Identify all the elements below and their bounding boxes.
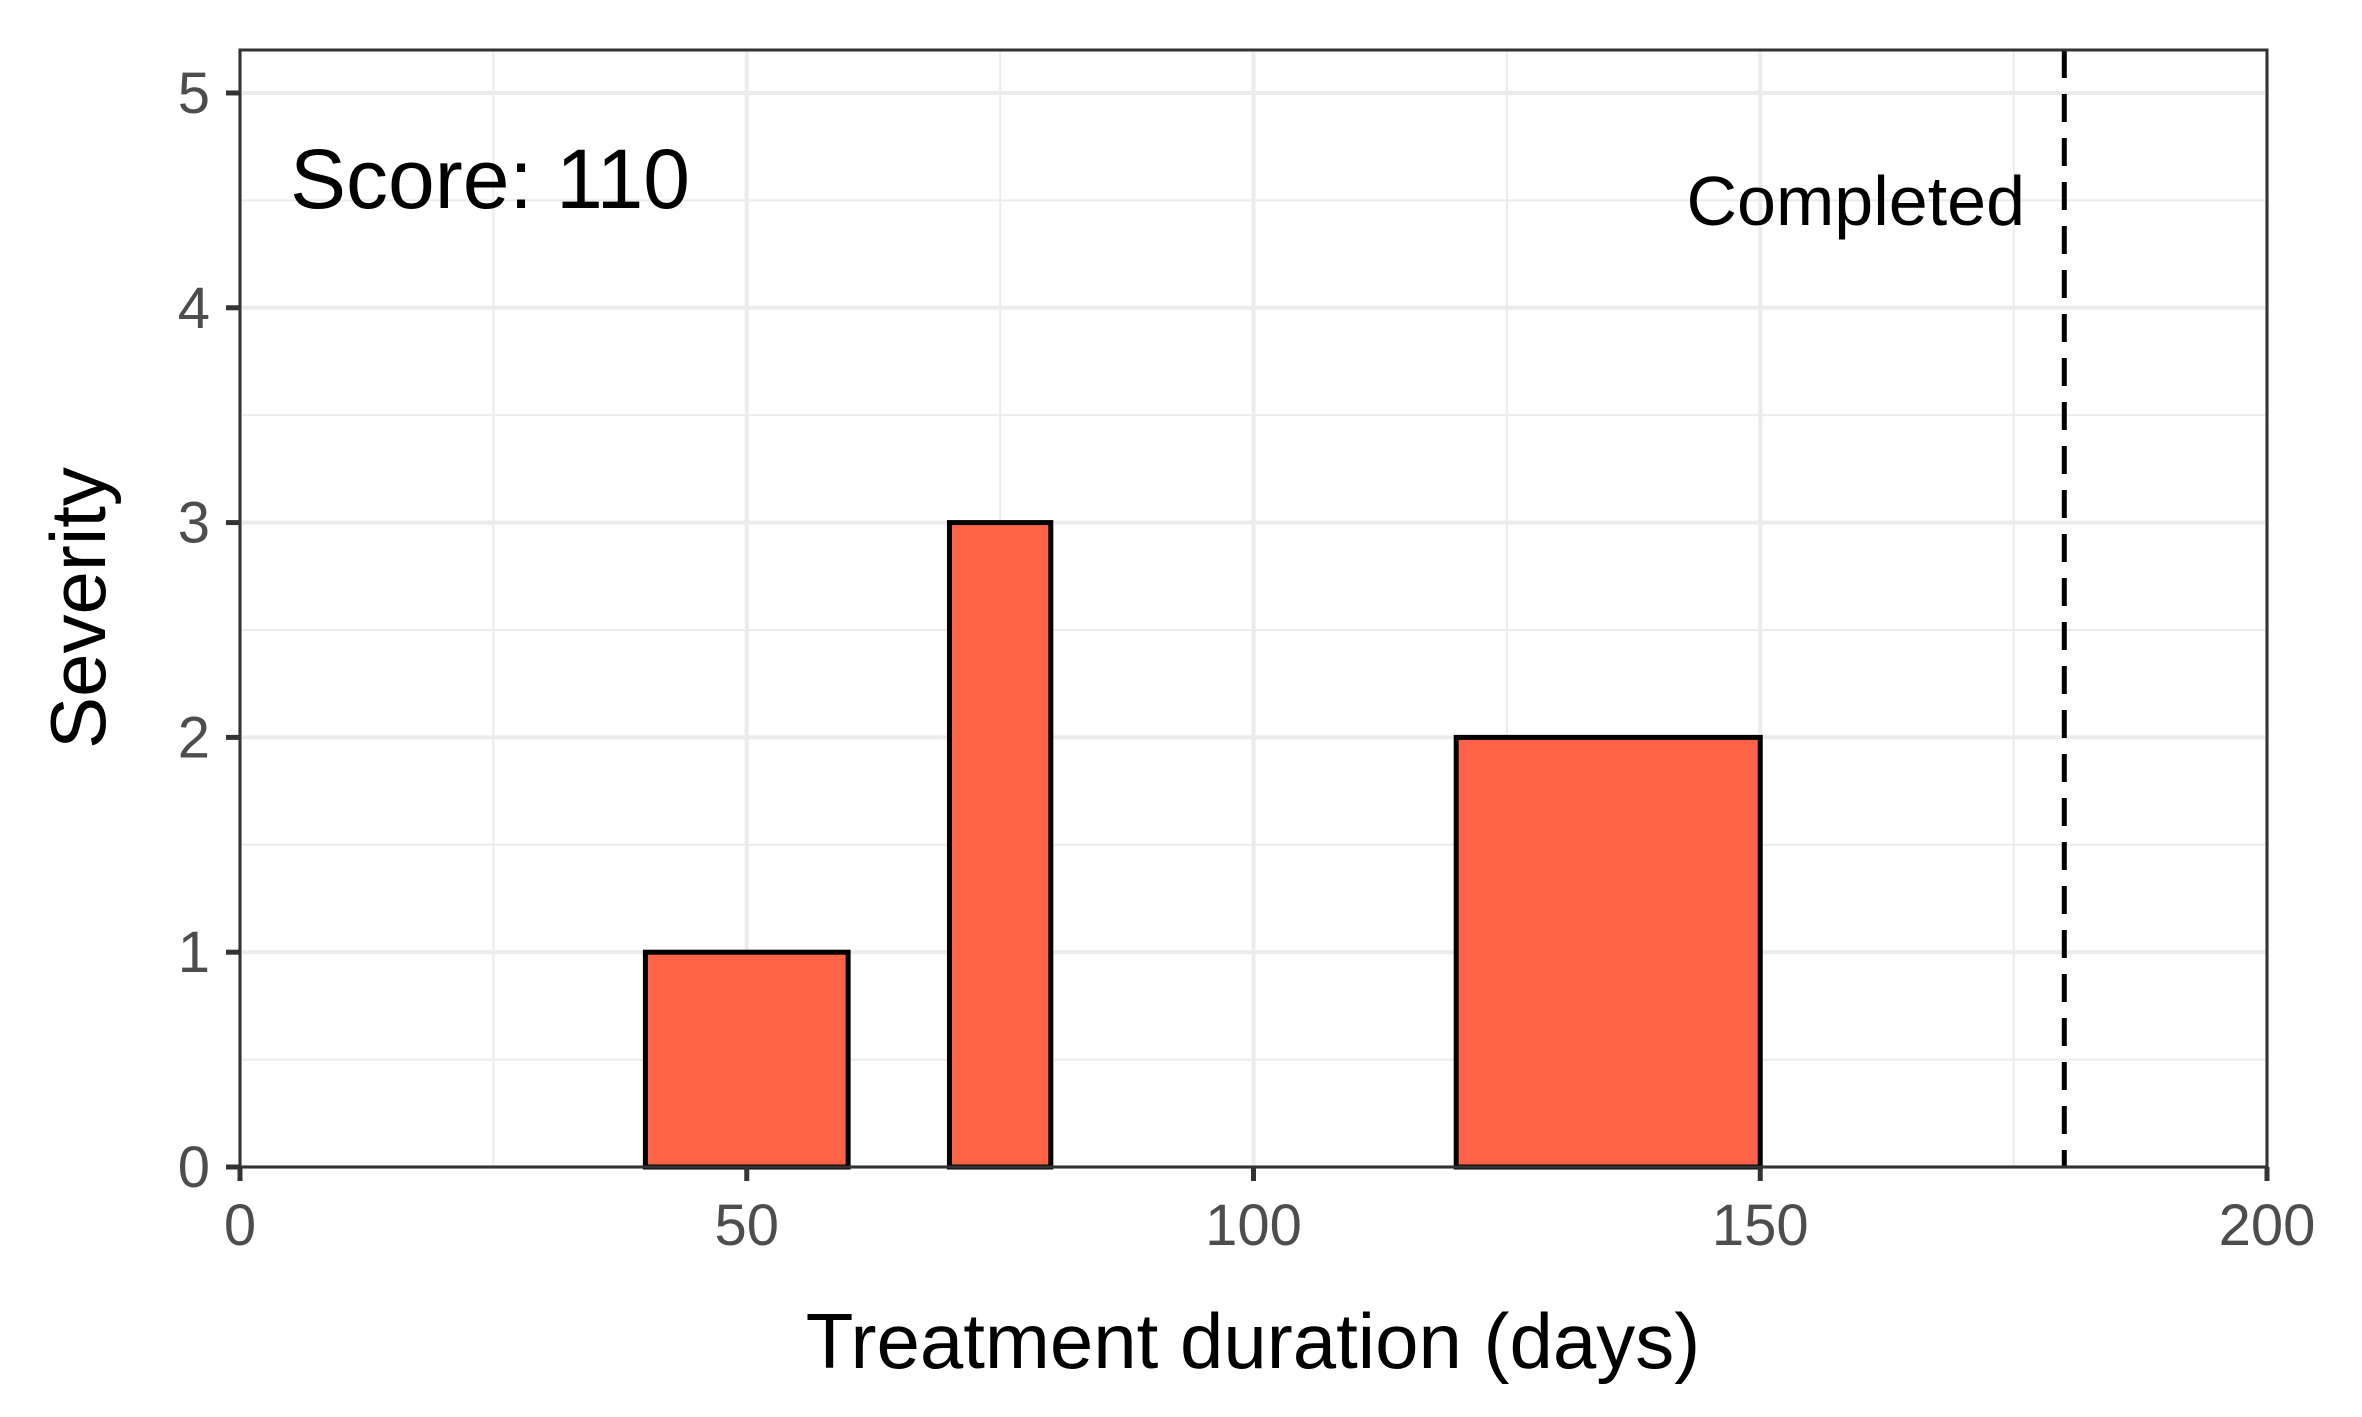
tick-layer: 0 50 100 150 200 0 1 2 3 4 5 [178, 61, 2316, 1258]
y-axis-title: Severity [34, 467, 122, 749]
y-tick-label: 3 [178, 491, 210, 556]
score-annotation: Score: 110 [290, 132, 690, 226]
x-axis-title: Treatment duration (days) [806, 1297, 1701, 1385]
y-tick-label: 0 [178, 1135, 210, 1200]
x-tick-label: 200 [2219, 1193, 2316, 1258]
reference-line-label: Completed [1686, 162, 2025, 240]
x-tick-label: 100 [1205, 1193, 1302, 1258]
y-tick-label: 2 [178, 705, 210, 770]
x-tick-label: 50 [714, 1193, 779, 1258]
y-tick-label: 4 [178, 276, 210, 341]
x-tick-label: 0 [224, 1193, 256, 1258]
y-tick-label: 1 [178, 920, 210, 985]
y-tick-label: 5 [178, 61, 210, 126]
bar-1 [642, 949, 851, 1170]
bar-3 [1453, 734, 1763, 1170]
bar-layer [642, 520, 1763, 1170]
bar-2 [946, 520, 1054, 1170]
x-tick-label: 150 [1712, 1193, 1809, 1258]
